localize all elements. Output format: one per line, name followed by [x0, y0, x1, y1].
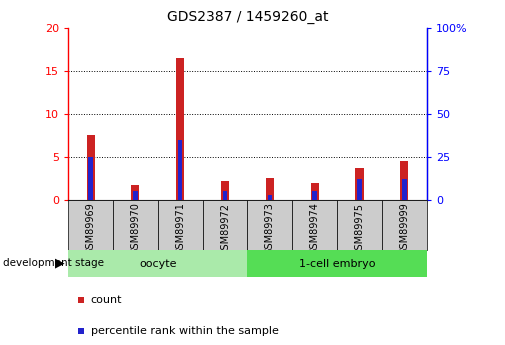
FancyBboxPatch shape: [158, 200, 203, 250]
Text: count: count: [90, 295, 122, 305]
Bar: [131, 186, 139, 200]
FancyBboxPatch shape: [292, 200, 337, 250]
FancyBboxPatch shape: [337, 200, 382, 250]
Bar: [86, 136, 94, 200]
Bar: [176, 58, 184, 200]
FancyBboxPatch shape: [68, 200, 113, 250]
Bar: [266, 178, 274, 200]
Text: GSM89971: GSM89971: [175, 203, 185, 256]
Bar: [357, 179, 362, 200]
Bar: [221, 181, 229, 200]
Text: GSM89974: GSM89974: [310, 203, 320, 256]
FancyBboxPatch shape: [113, 200, 158, 250]
FancyBboxPatch shape: [382, 200, 427, 250]
FancyBboxPatch shape: [203, 200, 247, 250]
Text: GSM89975: GSM89975: [355, 203, 365, 256]
Bar: [400, 161, 409, 200]
Bar: [311, 183, 319, 200]
Bar: [356, 168, 364, 200]
Bar: [402, 179, 407, 200]
FancyBboxPatch shape: [247, 250, 427, 277]
Text: 1-cell embryo: 1-cell embryo: [299, 259, 375, 268]
Bar: [178, 140, 182, 200]
Text: GSM89973: GSM89973: [265, 203, 275, 256]
Text: development stage: development stage: [3, 258, 104, 268]
Bar: [313, 191, 317, 200]
Bar: [268, 195, 272, 200]
Text: ▶: ▶: [55, 257, 65, 270]
Text: percentile rank within the sample: percentile rank within the sample: [90, 326, 278, 336]
Text: GSM89999: GSM89999: [399, 203, 410, 255]
FancyBboxPatch shape: [247, 200, 292, 250]
Bar: [88, 157, 93, 200]
Text: oocyte: oocyte: [139, 259, 177, 268]
Bar: [223, 191, 227, 200]
Text: GSM89972: GSM89972: [220, 203, 230, 256]
FancyBboxPatch shape: [68, 250, 247, 277]
Text: GSM89969: GSM89969: [85, 203, 95, 255]
Title: GDS2387 / 1459260_at: GDS2387 / 1459260_at: [167, 10, 328, 24]
Bar: [133, 191, 138, 200]
Text: GSM89970: GSM89970: [130, 203, 140, 256]
